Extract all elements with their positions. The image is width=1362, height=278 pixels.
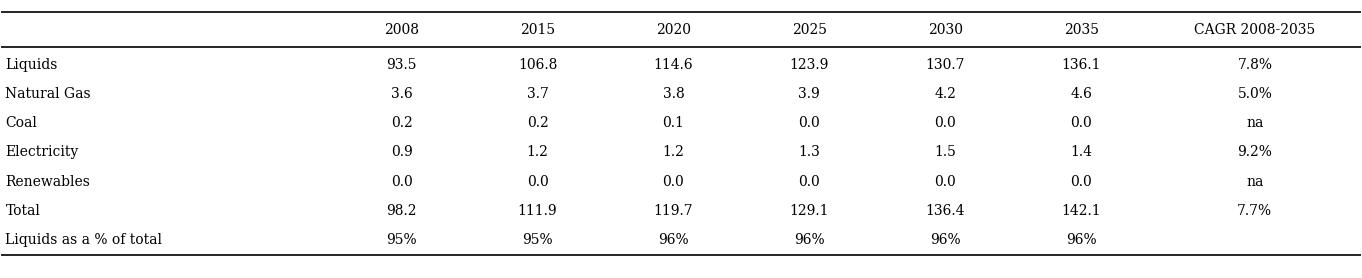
- Text: 2020: 2020: [656, 23, 691, 37]
- Text: 1.4: 1.4: [1071, 145, 1092, 159]
- Text: Liquids as a % of total: Liquids as a % of total: [5, 233, 162, 247]
- Text: 0.0: 0.0: [1071, 116, 1092, 130]
- Text: Total: Total: [5, 204, 41, 218]
- Text: 3.6: 3.6: [391, 87, 413, 101]
- Text: 7.8%: 7.8%: [1238, 58, 1272, 72]
- Text: 96%: 96%: [1066, 233, 1096, 247]
- Text: Electricity: Electricity: [5, 145, 79, 159]
- Text: 0.9: 0.9: [391, 145, 413, 159]
- Text: na: na: [1246, 175, 1264, 189]
- Text: 4.6: 4.6: [1071, 87, 1092, 101]
- Text: 0.0: 0.0: [527, 175, 549, 189]
- Text: 111.9: 111.9: [518, 204, 557, 218]
- Text: 0.0: 0.0: [1071, 175, 1092, 189]
- Text: 3.8: 3.8: [662, 87, 684, 101]
- Text: 2015: 2015: [520, 23, 556, 37]
- Text: 130.7: 130.7: [926, 58, 966, 72]
- Text: 114.6: 114.6: [654, 58, 693, 72]
- Text: 0.0: 0.0: [798, 175, 820, 189]
- Text: 96%: 96%: [930, 233, 960, 247]
- Text: 95%: 95%: [522, 233, 553, 247]
- Text: Natural Gas: Natural Gas: [5, 87, 91, 101]
- Text: 93.5: 93.5: [387, 58, 417, 72]
- Text: 96%: 96%: [658, 233, 689, 247]
- Text: 1.5: 1.5: [934, 145, 956, 159]
- Text: CAGR 2008-2035: CAGR 2008-2035: [1194, 23, 1316, 37]
- Text: 106.8: 106.8: [518, 58, 557, 72]
- Text: Renewables: Renewables: [5, 175, 90, 189]
- Text: 95%: 95%: [387, 233, 417, 247]
- Text: 0.0: 0.0: [391, 175, 413, 189]
- Text: 1.2: 1.2: [527, 145, 549, 159]
- Text: 136.1: 136.1: [1061, 58, 1100, 72]
- Text: 129.1: 129.1: [790, 204, 829, 218]
- Text: 2035: 2035: [1064, 23, 1099, 37]
- Text: 7.7%: 7.7%: [1237, 204, 1272, 218]
- Text: 2008: 2008: [384, 23, 419, 37]
- Text: 3.9: 3.9: [798, 87, 820, 101]
- Text: 119.7: 119.7: [654, 204, 693, 218]
- Text: Liquids: Liquids: [5, 58, 57, 72]
- Text: 136.4: 136.4: [926, 204, 966, 218]
- Text: 1.3: 1.3: [798, 145, 820, 159]
- Text: Coal: Coal: [5, 116, 37, 130]
- Text: 0.0: 0.0: [934, 116, 956, 130]
- Text: 0.2: 0.2: [391, 116, 413, 130]
- Text: 3.7: 3.7: [527, 87, 549, 101]
- Text: 0.0: 0.0: [934, 175, 956, 189]
- Text: 0.0: 0.0: [798, 116, 820, 130]
- Text: 2030: 2030: [928, 23, 963, 37]
- Text: 9.2%: 9.2%: [1238, 145, 1272, 159]
- Text: 2025: 2025: [791, 23, 827, 37]
- Text: 0.0: 0.0: [662, 175, 684, 189]
- Text: na: na: [1246, 116, 1264, 130]
- Text: 1.2: 1.2: [662, 145, 684, 159]
- Text: 96%: 96%: [794, 233, 824, 247]
- Text: 5.0%: 5.0%: [1238, 87, 1272, 101]
- Text: 98.2: 98.2: [387, 204, 417, 218]
- Text: 0.2: 0.2: [527, 116, 549, 130]
- Text: 142.1: 142.1: [1061, 204, 1100, 218]
- Text: 123.9: 123.9: [790, 58, 829, 72]
- Text: 0.1: 0.1: [662, 116, 684, 130]
- Text: 4.2: 4.2: [934, 87, 956, 101]
